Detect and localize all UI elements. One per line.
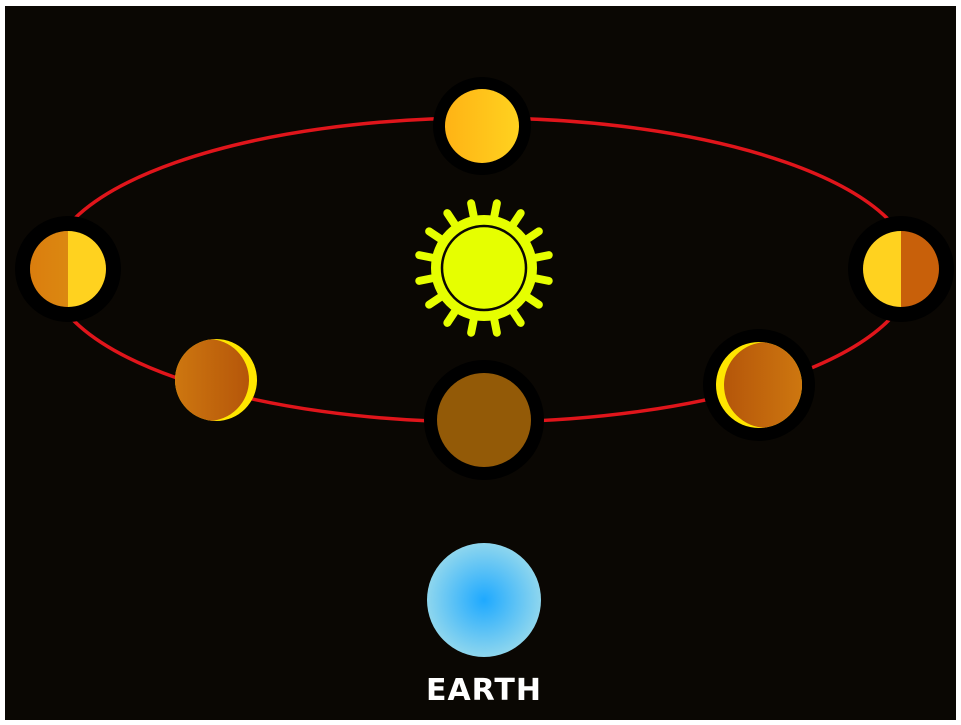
moon-new bbox=[424, 360, 544, 480]
moon-first-quarter bbox=[15, 216, 121, 322]
moon-waning-crescent bbox=[703, 329, 815, 441]
moon-waxing-crescent bbox=[175, 339, 257, 421]
moon-full bbox=[433, 77, 531, 175]
sun-icon bbox=[415, 199, 553, 337]
earth-label: EARTH bbox=[426, 673, 542, 708]
moon-third-quarter bbox=[848, 216, 954, 322]
earth-icon bbox=[427, 543, 541, 657]
